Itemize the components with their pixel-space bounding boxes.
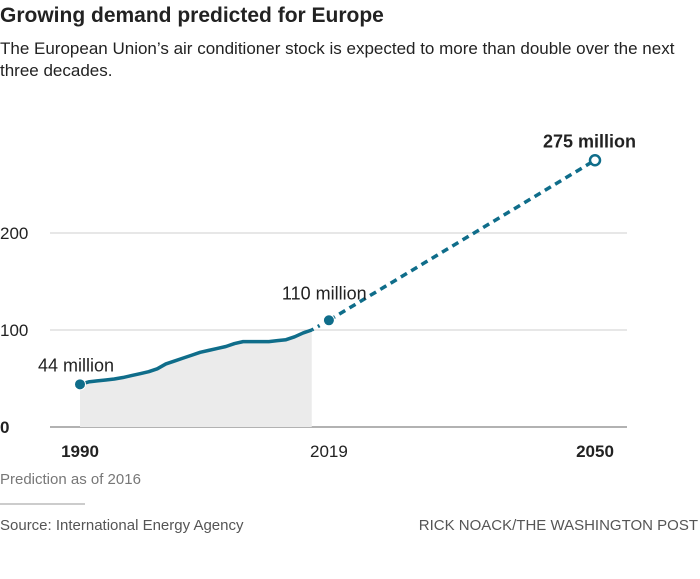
prediction-note: Prediction as of 2016 [0, 471, 141, 488]
x-tick-label: 1990 [61, 442, 99, 461]
chart-title: Growing demand predicted for Europe [0, 4, 384, 27]
y-tick-label: 0 [0, 418, 9, 437]
historical-line [79, 328, 313, 387]
y-tick-label: 200 [0, 224, 28, 243]
point-marker [588, 154, 602, 167]
point-marker [74, 378, 86, 391]
x-tick-label: 2050 [576, 442, 614, 461]
y-tick-label: 100 [0, 321, 28, 340]
x-tick-label: 2019 [310, 442, 348, 461]
source: Source: International Energy Agency [0, 517, 244, 534]
point-marker [322, 314, 335, 327]
chart-subtitle: The European Union’s air conditioner sto… [0, 39, 675, 80]
credit: RICK NOACK/THE WASHINGTON POST [418, 517, 698, 534]
divider [0, 503, 85, 505]
historical-area [80, 330, 312, 427]
projection-dashed-line [328, 158, 596, 322]
data-label: 44 million [38, 355, 114, 375]
data-label: 110 million [282, 283, 367, 303]
data-label: 275 million [543, 131, 636, 151]
